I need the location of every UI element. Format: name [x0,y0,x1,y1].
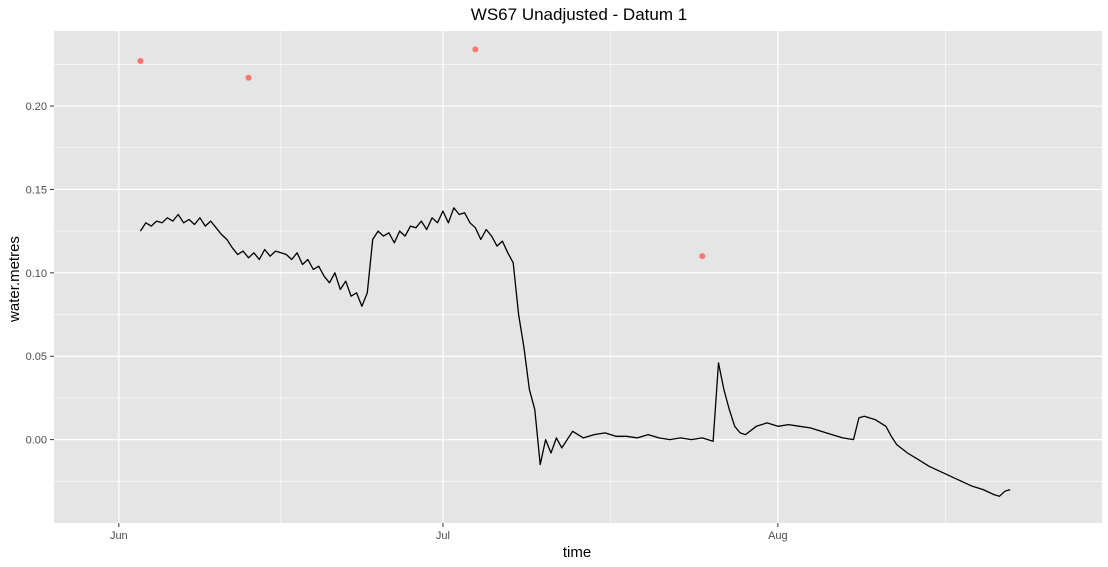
series-layer [137,46,1011,497]
x-tick-label: Jun [110,530,128,542]
y-tick-label: 0.10 [26,268,47,280]
reference-point [699,253,706,260]
x-axis: Jun Jul Aug [110,523,788,542]
minor-gridlines [54,31,1102,523]
y-tick-label: 0.15 [26,184,47,196]
reference-point [472,46,479,53]
major-gridlines [54,31,1102,523]
reference-point [245,74,252,81]
water-level-line [139,207,1011,497]
x-axis-title: time [563,544,591,561]
chart-title: WS67 Unadjusted - Datum 1 [471,5,687,24]
plot-panel [54,31,1102,523]
y-axis-title: water.metres [6,236,23,323]
reference-point [137,58,144,65]
y-tick-label: 0.20 [26,101,47,113]
y-tick-label: 0.00 [26,435,47,447]
y-axis: 0.00 0.05 0.10 0.15 0.20 [26,101,54,447]
x-tick-label: Aug [768,530,788,542]
y-tick-label: 0.05 [26,351,47,363]
x-tick-label: Jul [436,530,450,542]
